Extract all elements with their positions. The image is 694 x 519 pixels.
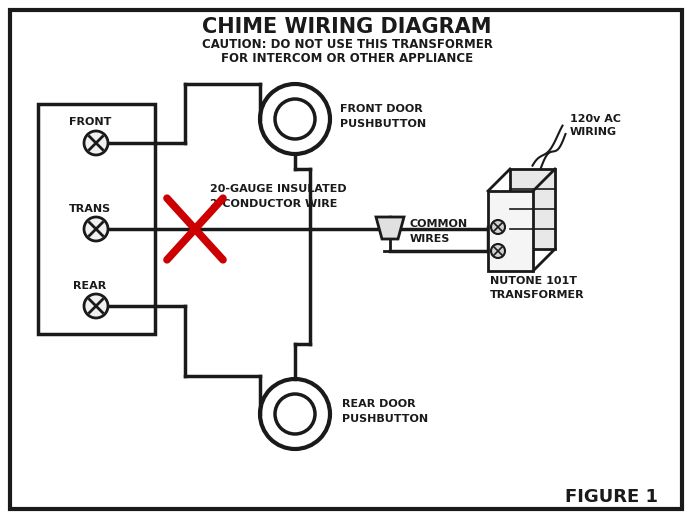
Text: CHIME WIRING DIAGRAM: CHIME WIRING DIAGRAM [202, 17, 492, 37]
Text: PUSHBUTTON: PUSHBUTTON [340, 119, 426, 129]
Text: WIRING: WIRING [570, 127, 617, 137]
Text: 20-GAUGE INSULATED: 20-GAUGE INSULATED [210, 184, 346, 194]
Circle shape [84, 217, 108, 241]
Text: 120v AC: 120v AC [570, 114, 621, 124]
Circle shape [260, 379, 330, 449]
Circle shape [491, 244, 505, 258]
Text: NUTONE 101T: NUTONE 101T [490, 276, 577, 286]
Text: 2-CONDUCTOR WIRE: 2-CONDUCTOR WIRE [210, 199, 337, 209]
Circle shape [260, 84, 330, 154]
Text: WIRES: WIRES [410, 234, 450, 244]
Text: FRONT: FRONT [69, 117, 111, 127]
Text: REAR: REAR [74, 281, 107, 291]
Text: FRONT DOOR: FRONT DOOR [340, 104, 423, 114]
Text: REAR DOOR: REAR DOOR [342, 399, 416, 409]
Text: TRANSFORMER: TRANSFORMER [490, 290, 584, 300]
Text: PUSHBUTTON: PUSHBUTTON [342, 414, 428, 424]
Circle shape [491, 220, 505, 234]
Bar [38, 104, 155, 334]
Polygon shape [376, 217, 404, 239]
Text: FIGURE 1: FIGURE 1 [565, 488, 658, 506]
Text: TRANS: TRANS [69, 204, 111, 214]
Circle shape [84, 294, 108, 318]
Circle shape [275, 99, 315, 139]
Text: FOR INTERCOM OR OTHER APPLIANCE: FOR INTERCOM OR OTHER APPLIANCE [221, 51, 473, 64]
Circle shape [275, 394, 315, 434]
Circle shape [84, 131, 108, 155]
Bar [488, 191, 533, 271]
Text: CAUTION: DO NOT USE THIS TRANSFORMER: CAUTION: DO NOT USE THIS TRANSFORMER [201, 38, 493, 51]
Text: COMMON: COMMON [410, 219, 468, 229]
Bar [510, 169, 555, 249]
